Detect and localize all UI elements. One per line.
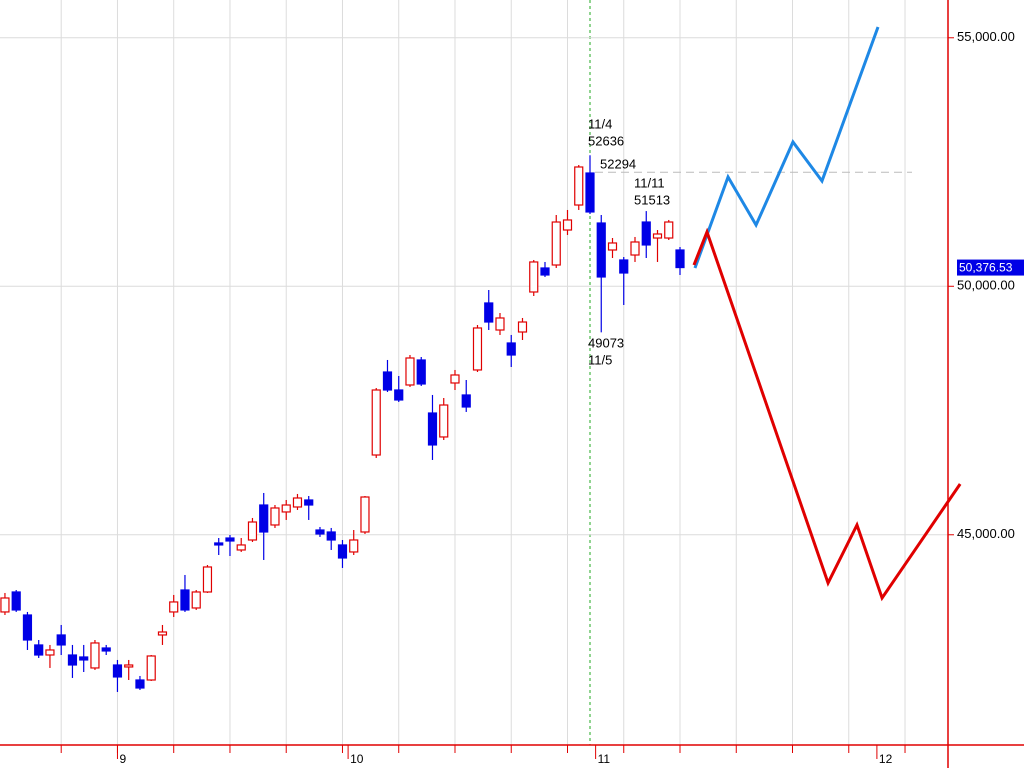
x-tick-label: 9 [119,752,126,766]
candle-body [416,359,426,385]
candle-body [90,642,100,669]
candle-body [562,219,573,231]
candle-body [664,221,674,239]
candle-body [641,221,651,246]
candle-body [551,221,561,266]
candle-body [45,649,55,656]
candle-body [405,357,415,386]
candle-body [371,389,381,456]
candle-body [169,601,179,613]
candle-body [315,529,325,535]
candle-body [585,172,595,213]
x-tick-label: 12 [879,752,893,766]
candle-body [675,249,685,269]
x-tick-label: 10 [350,752,364,766]
candle-body [495,317,505,331]
candle-body [191,591,201,609]
candle-body [202,566,213,593]
high-value: 52636 [588,133,624,148]
candle-body [472,327,483,371]
candle-body [112,664,123,678]
candle-body [56,634,66,646]
projection-line [692,227,962,602]
candle-body [281,504,291,513]
candle-body [22,614,33,641]
low-value: 49073 [588,335,624,350]
candle-body [394,389,404,401]
candle-body [326,531,336,541]
candle-body [236,544,246,551]
candle-body [450,374,460,384]
candle-body [484,302,494,323]
reference-label: 52294 [600,156,636,171]
candle-body [34,644,44,656]
candle-body [427,412,438,446]
candle-body [11,591,21,611]
candle-body [225,537,235,542]
candle-body [439,404,449,438]
candle-body [146,655,156,681]
candle-body [574,166,584,206]
candle-body [135,679,145,689]
candle-body [247,521,258,541]
last-price-label: 50,376.53 [959,261,1013,275]
y-tick-label: 45,000.00 [957,526,1015,541]
candle-body [382,371,393,391]
candle-body [292,497,303,508]
candle-body [506,342,516,356]
x-tick-label: 11 [598,752,611,766]
y-tick-label: 55,000.00 [957,29,1015,44]
candle-body [0,597,10,613]
candle-body [607,242,618,251]
candle-body [652,233,663,239]
candle-body [124,664,134,668]
point-value: 51513 [634,192,670,207]
candle-body [349,539,359,553]
point-date: 11/11 [634,175,665,190]
candle-body [529,261,539,293]
candle-body [270,507,280,526]
candle-body [259,504,269,533]
candle-body [337,544,348,559]
candle-body [517,321,528,333]
candle-body [79,656,89,661]
candle-body [67,654,78,666]
candle-body [360,496,370,533]
candle-body [540,267,550,276]
low-date: 11/5 [588,352,612,367]
last-price-box [957,259,1024,276]
candle-body [596,222,606,278]
high-date: 11/4 [588,116,612,131]
candle-body [180,589,190,611]
candle-body [157,631,168,636]
candle-body [214,542,224,546]
candle-body [619,259,629,274]
candle-body [101,647,111,652]
candle-body [304,499,314,506]
candle-body [461,394,471,408]
candle-body [630,241,640,256]
y-tick-label: 50,000.00 [957,278,1015,293]
projection-line [693,26,880,269]
